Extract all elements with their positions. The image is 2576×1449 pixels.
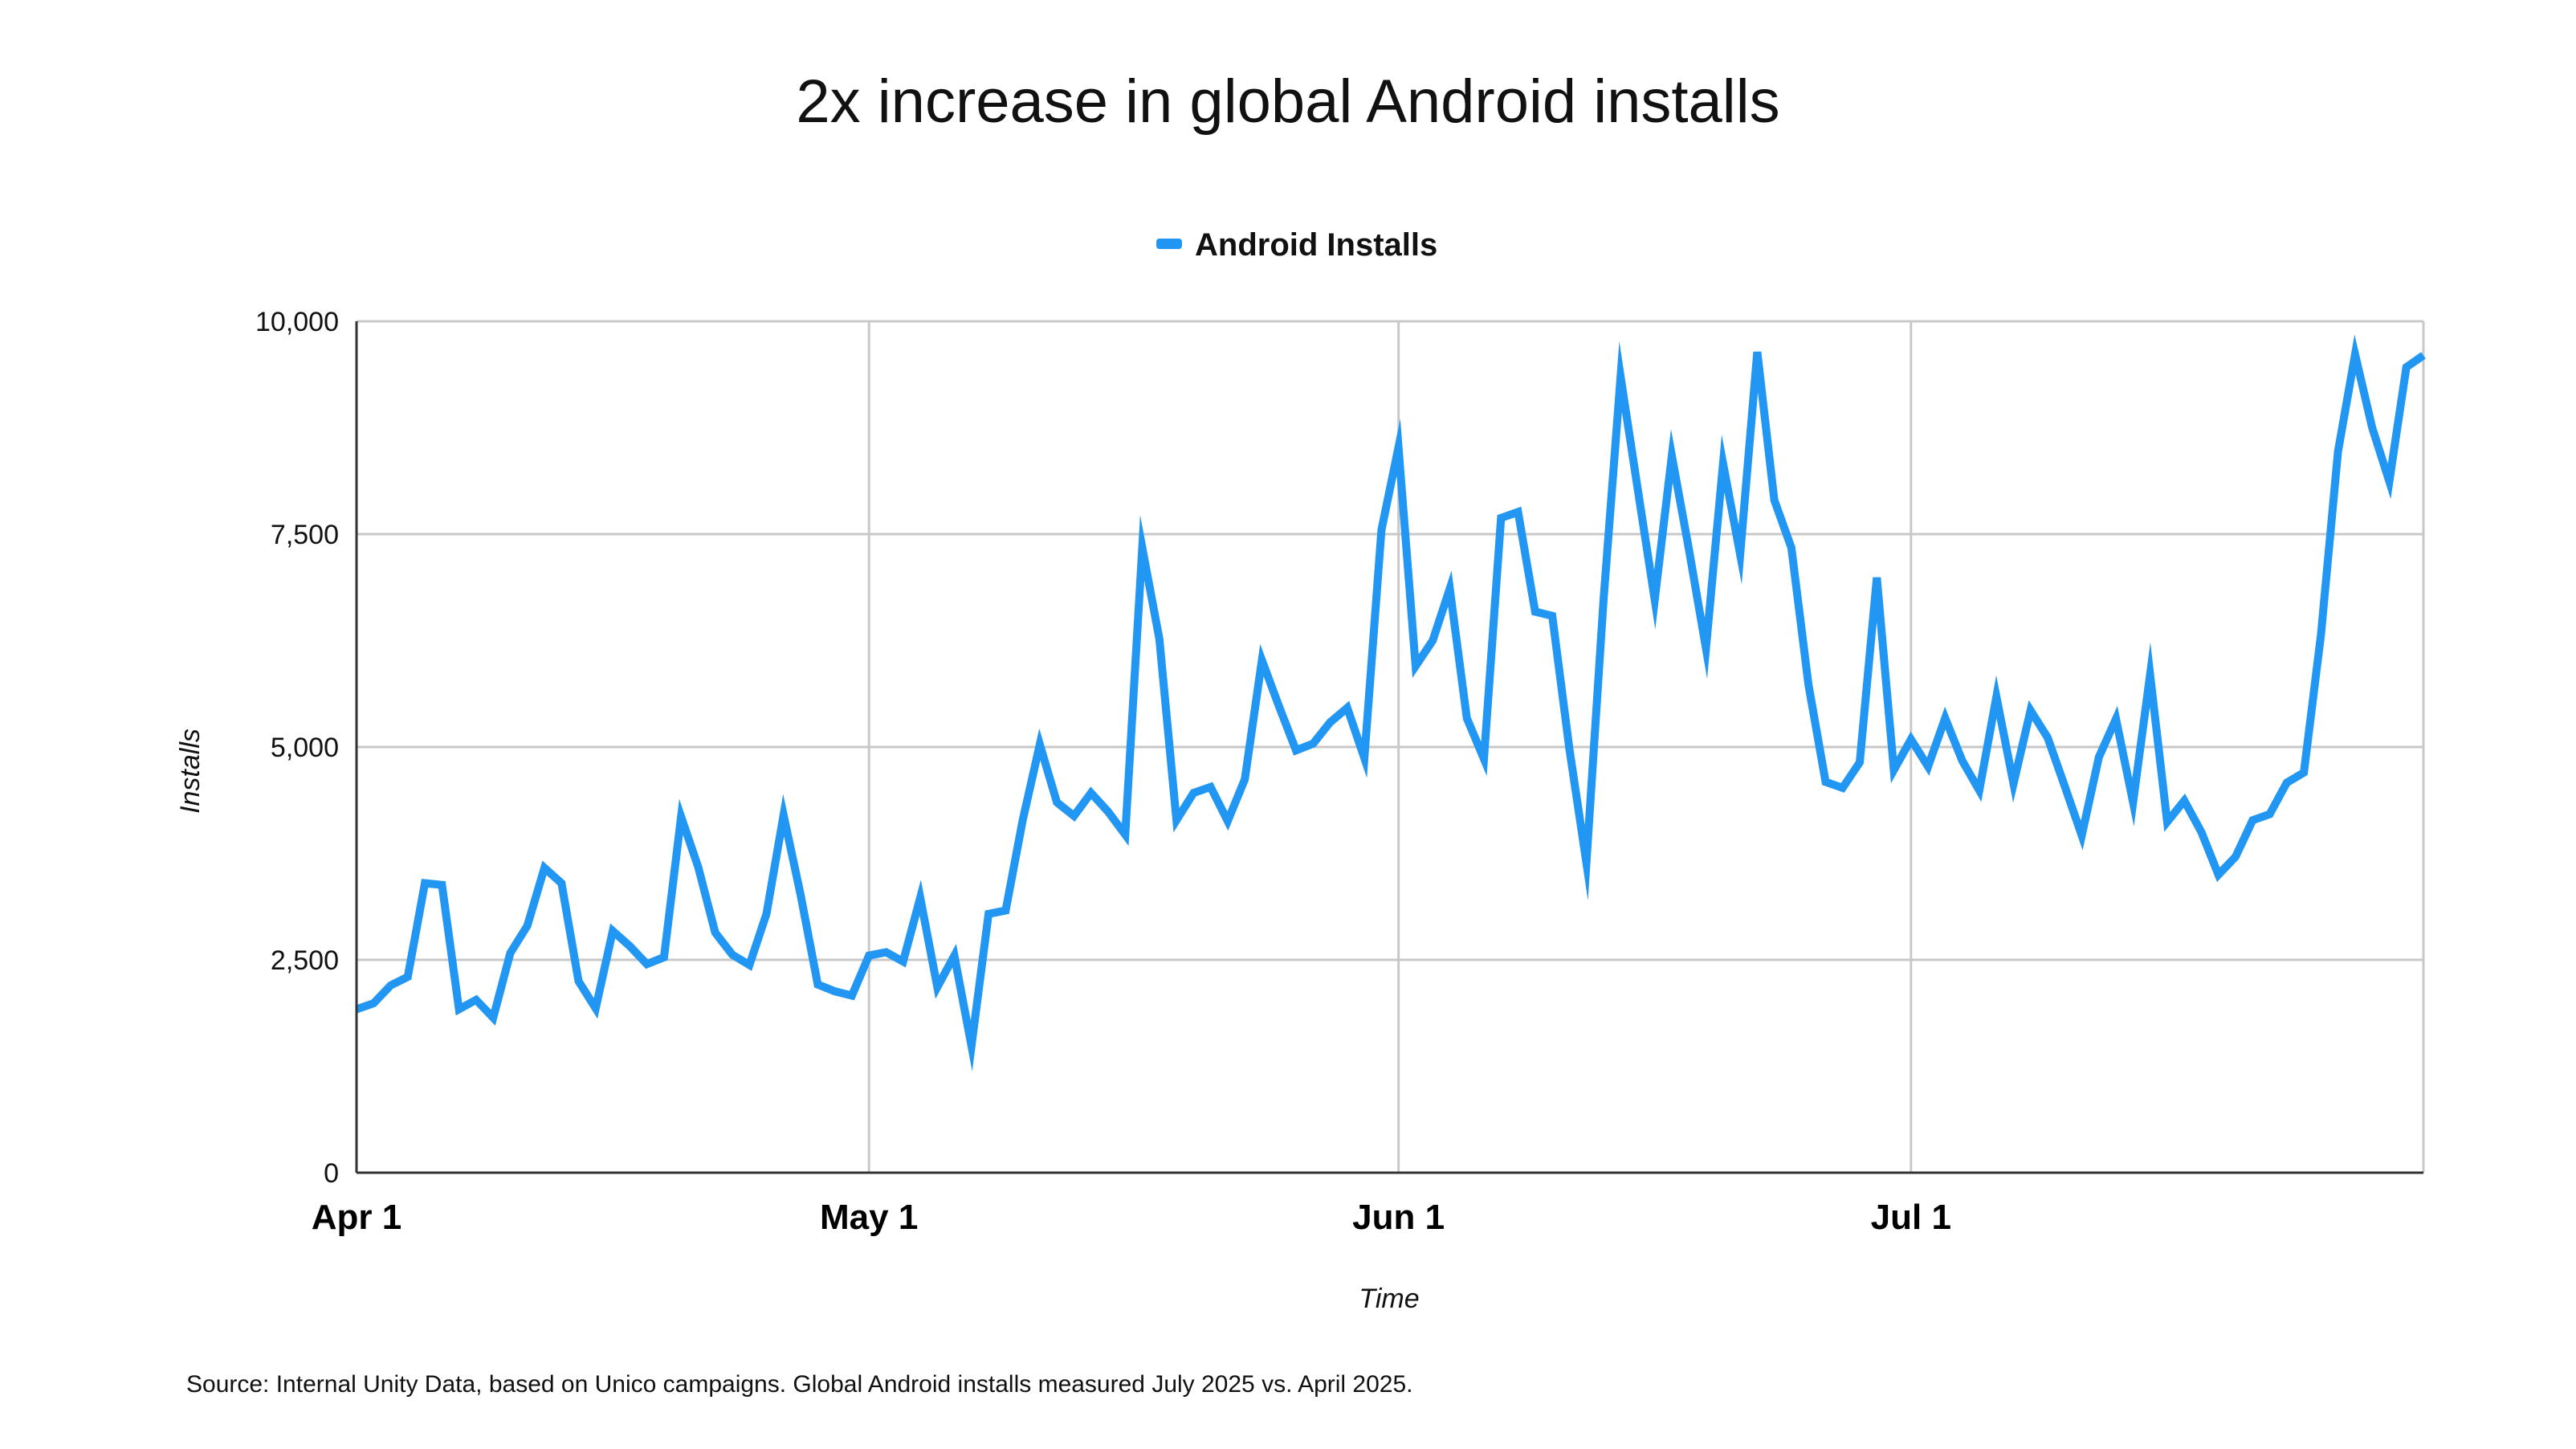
- y-tick-label: 5,000: [271, 733, 339, 763]
- series-line-android-installs: [355, 334, 2426, 1071]
- y-tick-label: 10,000: [255, 307, 339, 337]
- x-tick-label: Jun 1: [1352, 1198, 1445, 1237]
- y-tick-label: 7,500: [271, 520, 339, 550]
- x-tick-label: Jul 1: [1871, 1198, 1951, 1237]
- legend-label-android-installs: Android Installs: [1195, 227, 1437, 263]
- y-axis-label: Installs: [175, 729, 206, 814]
- x-axis-ticks: Apr 1 May 1 Jun 1 Jul 1: [312, 1198, 1951, 1237]
- y-tick-label: 2,500: [271, 945, 339, 976]
- y-tick-label: 0: [324, 1158, 339, 1189]
- legend: Android Installs: [1156, 227, 1437, 263]
- x-tick-label: May 1: [820, 1198, 918, 1237]
- legend-swatch-android-installs: [1156, 239, 1182, 249]
- y-axis-ticks: 0 2,500 5,000 7,500 10,000: [255, 307, 339, 1189]
- source-footnote: Source: Internal Unity Data, based on Un…: [186, 1371, 1413, 1398]
- x-tick-label: Apr 1: [312, 1198, 401, 1237]
- chart-title: 2x increase in global Android installs: [796, 67, 1779, 136]
- series-layer: [355, 334, 2426, 1071]
- x-axis-label: Time: [1359, 1284, 1419, 1314]
- gridlines: [357, 320, 2425, 1173]
